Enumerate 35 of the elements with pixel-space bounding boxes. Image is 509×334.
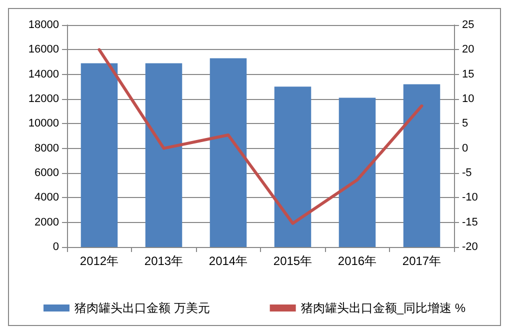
bar xyxy=(145,63,182,247)
y2-tick-label: -15 xyxy=(462,216,478,228)
y2-tick-label: 0 xyxy=(462,142,468,154)
x-tick-label: 2012年 xyxy=(80,254,119,268)
y-tick-label: 10000 xyxy=(28,118,59,130)
y-tick-label: 4000 xyxy=(34,192,59,204)
y-tick-label: 18000 xyxy=(28,19,59,31)
y-tick-label: 6000 xyxy=(34,167,59,179)
y-tick-label: 14000 xyxy=(28,68,59,80)
y2-tick-label: -20 xyxy=(462,241,478,253)
y2-tick-label: 25 xyxy=(462,19,474,31)
bar xyxy=(403,84,440,247)
y-tick-label: 2000 xyxy=(34,216,59,228)
legend-label: 猪肉罐头出口金额_同比增速 % xyxy=(300,301,466,315)
x-tick-label: 2013年 xyxy=(144,254,184,268)
x-tick-label: 2016年 xyxy=(338,254,377,268)
y-tick-label: 12000 xyxy=(28,93,59,105)
x-tick-label: 2017年 xyxy=(402,254,442,268)
y2-tick-label: 20 xyxy=(462,44,474,56)
y2-tick-label: 15 xyxy=(462,68,474,80)
legend-label: 猪肉罐头出口金额 万美元 xyxy=(74,301,210,315)
y2-tick-label: 10 xyxy=(462,93,474,105)
y-tick-label: 16000 xyxy=(28,44,59,56)
bar xyxy=(274,86,312,247)
y-tick-label: 8000 xyxy=(34,142,59,154)
y-tick-label: 0 xyxy=(52,241,59,253)
line-series xyxy=(98,48,424,225)
y2-tick-label: -5 xyxy=(462,167,472,179)
y2-tick-label: 5 xyxy=(462,118,468,130)
x-tick-label: 2015年 xyxy=(273,254,312,268)
bar xyxy=(210,58,247,247)
x-tick-label: 2014年 xyxy=(208,254,248,268)
y2-tick-label: -10 xyxy=(462,192,478,204)
bar xyxy=(80,63,118,247)
bar xyxy=(338,98,376,247)
